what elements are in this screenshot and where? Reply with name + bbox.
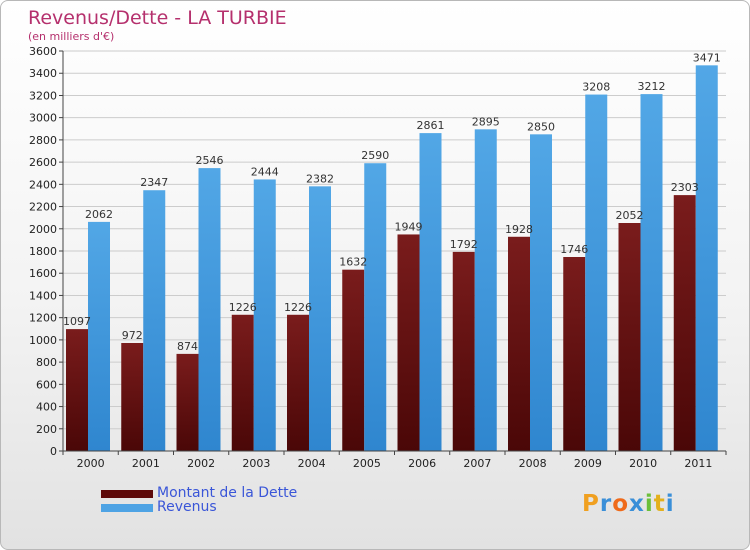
data-label-revenus: 3212: [638, 80, 666, 93]
logo-letter: t: [653, 491, 666, 517]
x-tick-label: 2001: [132, 457, 160, 470]
x-tick-label: 2003: [242, 457, 270, 470]
bar-revenus: [198, 168, 221, 451]
data-label-revenus: 2590: [361, 149, 389, 162]
legend-item-revenus: Revenus: [101, 499, 361, 515]
data-label-revenus: 2444: [251, 165, 279, 178]
y-tick-label: 1200: [29, 312, 57, 325]
data-label-dette: 1226: [284, 301, 312, 314]
data-label-dette: 1097: [63, 315, 91, 328]
y-tick-label: 600: [36, 378, 57, 391]
data-label-dette: 1632: [339, 256, 367, 269]
chart-subtitle: (en milliers d'€): [28, 30, 115, 43]
bar-dette: [618, 223, 641, 451]
y-tick-label: 400: [36, 401, 57, 414]
logo-letter: i: [644, 491, 654, 517]
x-tick-label: 2005: [353, 457, 381, 470]
x-tick-label: 2004: [298, 457, 326, 470]
logo-letter: P: [582, 491, 600, 517]
bar-revenus: [309, 186, 331, 452]
data-label-dette: 874: [177, 340, 198, 353]
data-label-dette: 1792: [450, 238, 478, 251]
bar-revenus: [253, 179, 276, 451]
y-tick-label: 3000: [29, 112, 57, 125]
data-label-revenus: 3471: [693, 51, 721, 64]
chart-title: Revenus/Dette - LA TURBIE: [28, 7, 287, 29]
bar-revenus: [419, 133, 442, 451]
bar-revenus: [474, 129, 497, 452]
bar-dette: [452, 251, 475, 451]
bar-revenus: [585, 94, 608, 452]
legend-swatch-revenus: [101, 504, 153, 512]
bar-revenus: [88, 221, 110, 451]
y-tick-label: 200: [36, 423, 57, 436]
proxiti-logo: Proxiti: [582, 491, 675, 517]
x-tick-label: 2006: [408, 457, 436, 470]
data-label-revenus: 2062: [85, 208, 113, 221]
x-tick-label: 2011: [684, 457, 712, 470]
bar-dette: [121, 343, 144, 451]
x-tick-label: 2010: [629, 457, 657, 470]
data-label-revenus: 3208: [582, 81, 610, 94]
data-label-revenus: 2347: [140, 176, 168, 189]
y-tick-label: 3200: [29, 89, 57, 102]
bar-dette: [563, 257, 586, 451]
data-label-revenus: 2382: [306, 172, 334, 185]
y-tick-label: 1400: [29, 289, 57, 302]
y-tick-label: 3600: [29, 45, 57, 58]
legend: Montant de la Dette Revenus: [101, 485, 361, 515]
legend-label-revenus: Revenus: [157, 499, 217, 515]
logo-letter: x: [629, 491, 645, 517]
y-tick-label: 2200: [29, 201, 57, 214]
bar-revenus: [143, 190, 166, 451]
bar-dette: [508, 236, 530, 451]
bar-dette: [231, 314, 254, 451]
y-tick-label: 1800: [29, 245, 57, 258]
y-tick-label: 3400: [29, 67, 57, 80]
data-label-dette: 1949: [395, 220, 423, 233]
bar-revenus: [530, 134, 552, 452]
logo-letter: o: [612, 491, 630, 517]
bar-dette: [66, 329, 88, 451]
data-label-dette: 2303: [671, 181, 699, 194]
bar-revenus: [640, 94, 663, 451]
x-tick-label: 2007: [463, 457, 491, 470]
data-label-revenus: 2861: [417, 119, 445, 132]
y-tick-label: 2600: [29, 156, 57, 169]
data-label-revenus: 2546: [196, 154, 224, 167]
y-tick-label: 2400: [29, 178, 57, 191]
logo-letter: i: [665, 491, 675, 517]
data-label-dette: 1226: [229, 301, 257, 314]
bar-dette: [287, 314, 309, 451]
data-label-dette: 1746: [560, 243, 588, 256]
legend-item-dette: Montant de la Dette: [101, 485, 361, 501]
bar-dette: [397, 234, 420, 451]
x-tick-label: 2009: [574, 457, 602, 470]
legend-label-dette: Montant de la Dette: [157, 485, 298, 501]
x-tick-label: 2008: [519, 457, 547, 470]
x-tick-label: 2000: [77, 457, 105, 470]
x-tick-label: 2002: [187, 457, 215, 470]
y-tick-label: 2800: [29, 134, 57, 147]
legend-swatch-dette: [101, 490, 153, 498]
y-tick-label: 1600: [29, 267, 57, 280]
y-tick-label: 1000: [29, 334, 57, 347]
bar-dette: [176, 353, 199, 451]
data-label-dette: 2052: [616, 209, 644, 222]
data-label-dette: 972: [122, 329, 143, 342]
y-tick-label: 0: [50, 445, 57, 458]
bar-revenus: [364, 163, 387, 451]
bar-dette: [342, 269, 365, 451]
bar-dette: [673, 195, 696, 451]
bar-revenus: [695, 65, 718, 451]
y-tick-label: 2000: [29, 223, 57, 236]
data-label-dette: 1928: [505, 223, 533, 236]
data-label-revenus: 2895: [472, 115, 500, 128]
data-label-revenus: 2850: [527, 120, 555, 133]
y-tick-label: 800: [36, 356, 57, 369]
logo-letter: r: [599, 491, 613, 517]
